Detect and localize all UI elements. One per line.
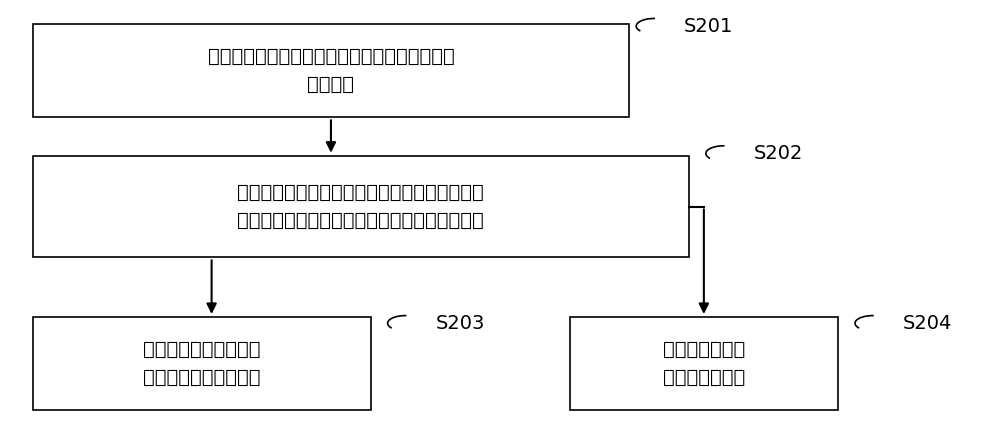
Text: 根据第二噪声值: 根据第二噪声值: [663, 340, 745, 359]
Bar: [33, 156, 689, 258]
Text: S204: S204: [903, 314, 952, 333]
Text: 在收到显示驱动电路发送的同步信号后，检测触: 在收到显示驱动电路发送的同步信号后，检测触: [237, 183, 484, 202]
Text: 确定第二门限值: 确定第二门限值: [663, 368, 745, 387]
Text: S202: S202: [754, 144, 803, 163]
Bar: [33, 24, 629, 117]
Text: 根据第一噪声值和第二: 根据第一噪声值和第二: [143, 340, 260, 359]
Bar: [570, 317, 838, 410]
Text: 一噪声值: 一噪声值: [307, 75, 354, 94]
Text: 检测触控驱动电路在显示驱动电路未开启时的第: 检测触控驱动电路在显示驱动电路未开启时的第: [208, 47, 454, 66]
Text: S201: S201: [684, 17, 733, 36]
Text: 控驱动电路在显示驱动电路开启时的第二噪声值: 控驱动电路在显示驱动电路开启时的第二噪声值: [237, 211, 484, 230]
Bar: [33, 317, 371, 410]
Text: 噪声值确定第一门限值: 噪声值确定第一门限值: [143, 368, 260, 387]
Text: S203: S203: [435, 314, 485, 333]
